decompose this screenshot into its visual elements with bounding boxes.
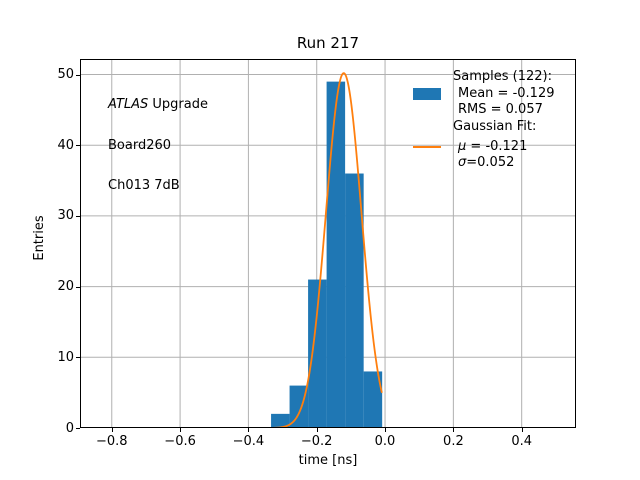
legend-mean-label: Mean = -0.129 <box>458 85 555 101</box>
legend-rms-label: RMS = 0.057 <box>458 102 543 117</box>
legend-sigma-label: σ=0.052 <box>453 155 514 172</box>
axes-spine <box>80 59 576 428</box>
legend-handle-fit-line <box>413 145 453 148</box>
y-tick-mark <box>76 286 80 288</box>
x-axis-label: time [ns] <box>298 453 358 468</box>
legend-row-samples-header: Samples (122): <box>413 69 554 86</box>
histogram-bar <box>326 81 346 428</box>
legend-mu-label: μ = -0.121 <box>453 139 527 156</box>
y-tick-label: 0 <box>65 420 74 436</box>
fit-line-swatch-icon <box>413 145 441 148</box>
histogram-bar <box>271 413 290 428</box>
mu-value: = -0.121 <box>466 138 528 154</box>
y-tick-label: 20 <box>57 279 74 295</box>
annotation-line-2: Board260 <box>108 137 172 153</box>
x-tick-label: 0.4 <box>511 434 533 449</box>
chart-title: Run 217 <box>296 34 360 52</box>
histogram-bar <box>289 385 309 428</box>
x-tick-mark <box>316 428 318 432</box>
x-tick-mark <box>180 428 182 432</box>
legend-row-fit-header: Gaussian Fit: <box>413 119 554 136</box>
y-tick-label: 50 <box>57 67 74 83</box>
legend-samples-header: Samples (122): <box>453 69 552 84</box>
x-tick-label: 0.0 <box>374 434 396 449</box>
legend-row-mu: μ = -0.121 <box>413 139 554 156</box>
x-tick-label: −0.8 <box>96 434 128 449</box>
x-tick-label: −0.2 <box>300 434 333 449</box>
plot-area: ATLAS Upgrade Board260 Ch013 7dB Samples… <box>80 59 576 428</box>
legend-row-rms: RMS = 0.057 <box>413 102 554 119</box>
x-tick-mark <box>248 428 250 432</box>
y-tick-mark <box>76 215 80 217</box>
x-tick-mark <box>453 428 455 432</box>
x-tick-label: −0.4 <box>232 434 265 449</box>
legend-handle-histogram <box>413 87 453 100</box>
histogram-bar <box>363 371 383 428</box>
annotation-atlas: ATLAS <box>108 97 149 112</box>
y-tick-label: 30 <box>57 208 74 224</box>
x-tick-label: −0.6 <box>164 434 196 449</box>
y-tick-mark <box>76 357 80 359</box>
histogram-svg <box>80 59 576 428</box>
x-tick-mark <box>385 428 386 432</box>
y-tick-mark <box>76 74 80 76</box>
legend-row-sigma: σ=0.052 <box>413 155 554 172</box>
mu-symbol: μ <box>458 138 467 154</box>
legend-fit-header: Gaussian Fit: <box>453 118 537 134</box>
annotation-line-1: ATLAS Upgrade <box>108 98 208 112</box>
histogram-bar <box>345 173 364 428</box>
legend: Samples (122): Mean = -0.129 RMS = 0.057… <box>413 69 554 172</box>
x-tick-label: 0.2 <box>443 434 464 449</box>
annotation-block: ATLAS Upgrade Board260 Ch013 7dB <box>108 71 208 220</box>
y-tick-label: 40 <box>57 137 74 153</box>
y-tick-mark <box>76 145 80 147</box>
x-tick-mark <box>521 428 523 432</box>
y-tick-mark <box>76 428 80 429</box>
annotation-upgrade: Upgrade <box>148 97 208 112</box>
histogram-swatch-icon <box>413 87 441 100</box>
histogram-bar <box>308 279 327 428</box>
x-tick-mark <box>111 428 113 432</box>
legend-row-mean: Mean = -0.129 <box>413 86 554 103</box>
y-tick-label: 10 <box>57 349 74 365</box>
sigma-value: =0.052 <box>466 155 515 170</box>
annotation-line-3: Ch013 7dB <box>108 178 180 193</box>
sigma-symbol: σ <box>458 155 467 170</box>
gaussian-fit-curve <box>270 72 383 428</box>
